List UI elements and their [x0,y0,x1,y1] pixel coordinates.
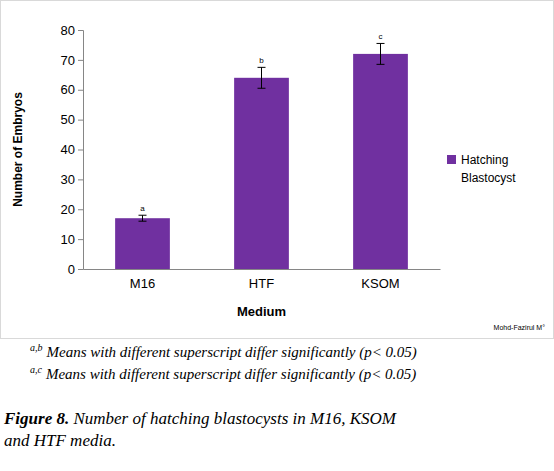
y-tick: 70 [61,53,83,68]
footnote: a,bMeans with different superscript diff… [30,342,417,361]
y-tick: 50 [61,112,83,127]
error-bar-line [380,43,381,64]
bar [234,78,289,269]
error-bar-cap [377,43,385,44]
x-tick: M16 [130,276,155,291]
y-tick-label: 0 [68,262,75,277]
legend-label: HatchingBlastocyst [461,153,516,185]
footnote-text: Means with different superscript differ … [45,366,416,383]
y-tick-label: 20 [61,202,75,217]
legend-swatch [447,155,456,164]
footnote: a,cMeans with different superscript diff… [30,364,416,383]
y-tick-label: 50 [61,112,75,127]
y-tick: 20 [61,202,83,217]
x-tick-label: KSOM [361,276,399,291]
caption: Figure 8. Number of hatching blastocysts… [3,409,397,450]
error-bar-line [261,67,262,88]
error-bar-line [142,215,143,221]
x-tick-label: M16 [130,276,155,291]
y-tick-mark [78,209,83,210]
x-tick: HTF [249,276,274,291]
footnote-superscript: a,c [30,364,43,375]
x-tick: KSOM [361,276,399,291]
x-tick-label: HTF [249,276,274,291]
footnote-superscript: a,b [30,342,43,353]
y-tick-label: 30 [61,172,75,187]
chart-frame [1,1,554,339]
y-tick: 40 [61,142,83,157]
y-tick-label: 80 [61,23,75,38]
error-bar-cap [377,64,385,65]
y-tick-label: 10 [61,232,75,247]
error-bar [377,43,385,64]
y-tick: 60 [61,82,83,97]
y-tick-label: 70 [61,53,75,68]
y-tick-mark [78,150,83,151]
error-bar-cap [258,88,266,89]
error-bar-cap [139,221,147,222]
x-axis-title: Medium [237,304,286,319]
x-axis-line [84,269,441,270]
error-bar-cap [139,215,147,216]
error-bar [258,67,266,88]
y-tick: 10 [61,232,83,247]
y-tick-mark [78,239,83,240]
y-tick: 30 [61,172,83,187]
significance-label: b [259,56,264,65]
significance-label: c [379,32,383,41]
credit: Mohd-Fazirul M° [494,324,546,331]
y-tick-mark [78,30,83,31]
caption-text: Number of hatching blastocysts in M16, K… [69,409,397,428]
y-tick-mark [78,269,83,270]
y-tick: 80 [61,23,83,38]
y-axis-line [78,31,84,270]
y-tick-label: 40 [61,142,75,157]
significance-label: a [140,204,145,213]
y-axis: 0 10 20 30 40 50 60 70 80 [61,23,84,277]
bars [115,43,408,269]
caption-label: Figure 8. [3,409,69,428]
x-axis: M16 HTF KSOM [84,270,441,291]
y-tick-mark [78,179,83,180]
error-bar-cap [258,67,266,68]
bar [115,218,170,269]
y-tick-mark [78,60,83,61]
error-bar [139,215,147,221]
y-tick-mark [78,90,83,91]
y-axis-title: Number of Embryos [11,92,25,207]
figure: 0 10 20 30 40 50 60 70 80 M16 HTF KSOM a b c Number of … [0,0,554,471]
bar [353,54,408,269]
y-tick: 0 [68,262,83,277]
legend: HatchingBlastocyst [447,153,516,185]
y-tick-mark [78,120,83,121]
y-tick-label: 60 [61,82,75,97]
footnote-text: Means with different superscript differ … [46,344,417,361]
